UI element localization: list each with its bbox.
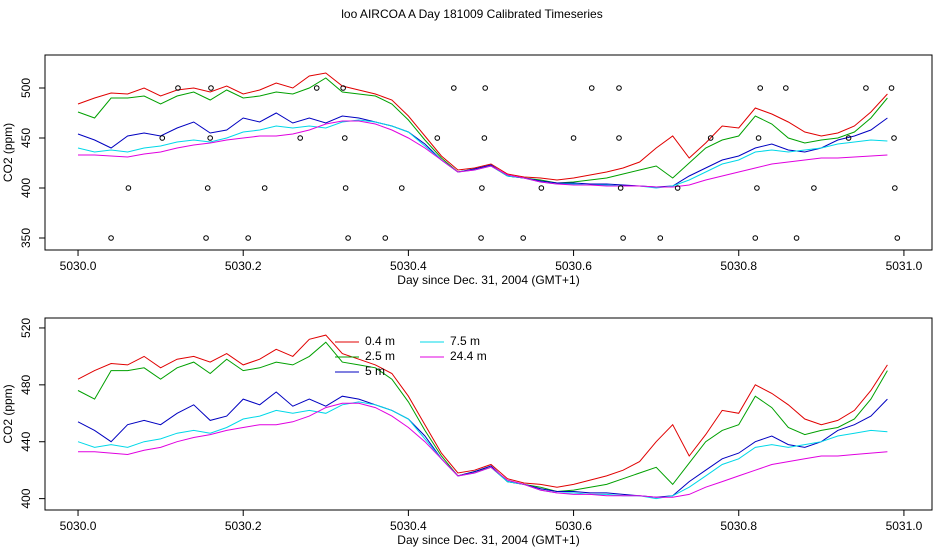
x-tick-label: 5030.4 <box>390 259 427 273</box>
x-tick-label: 5030.8 <box>720 519 757 533</box>
x-tick-label: 5030.2 <box>225 259 262 273</box>
marker-point <box>793 235 800 241</box>
series-line <box>77 72 888 181</box>
marker-point <box>341 135 348 141</box>
marker-point <box>891 135 897 141</box>
legend-label: 24.4 m <box>450 349 487 363</box>
marker-point <box>570 135 577 141</box>
marker-point <box>382 235 389 241</box>
marker-point <box>313 85 320 91</box>
series-line <box>77 119 888 189</box>
marker-point <box>261 185 268 191</box>
series-line <box>77 112 888 188</box>
series-line <box>77 401 888 500</box>
x-tick-label: 5030.0 <box>60 519 97 533</box>
marker-point <box>398 185 405 191</box>
y-tick-label: 400 <box>19 178 33 198</box>
marker-point <box>208 85 214 91</box>
marker-point <box>588 85 595 91</box>
marker-point <box>617 185 624 191</box>
marker-point <box>620 235 626 241</box>
marker-point <box>657 235 664 241</box>
marker-point <box>757 85 764 91</box>
legend-label: 0.4 m <box>365 334 395 348</box>
marker-point <box>674 185 681 191</box>
marker-point <box>340 85 346 91</box>
marker-point <box>754 185 760 191</box>
marker-point <box>203 235 209 241</box>
plot-frame <box>44 54 933 251</box>
x-tick-label: 5030.6 <box>555 519 592 533</box>
legend-label: 5 m <box>365 364 385 378</box>
y-tick-label: 400 <box>19 488 33 508</box>
x-tick-label: 5030.4 <box>390 519 427 533</box>
marker-point <box>616 135 622 141</box>
marker-point <box>482 85 488 91</box>
marker-point <box>204 185 211 191</box>
marker-point <box>175 85 181 91</box>
marker-point <box>245 235 251 241</box>
y-tick-label: 450 <box>19 128 33 148</box>
series-line <box>77 334 888 488</box>
marker-point <box>863 85 869 91</box>
marker-point <box>755 135 762 141</box>
y-tick-label: 350 <box>19 228 33 248</box>
y-tick-label: 440 <box>19 431 33 451</box>
y-tick-label: 480 <box>19 375 33 395</box>
x-axis-label: Day since Dec. 31, 2004 (GMT+1) <box>397 533 579 547</box>
marker-point <box>520 235 526 241</box>
x-tick-label: 5031.0 <box>886 519 923 533</box>
marker-point <box>342 185 349 191</box>
y-tick-label: 520 <box>19 318 33 338</box>
marker-point <box>707 135 714 141</box>
plot-frame <box>44 317 933 511</box>
x-tick-label: 5030.2 <box>225 519 262 533</box>
marker-point <box>125 185 132 191</box>
marker-point <box>888 85 895 91</box>
x-tick-label: 5030.8 <box>720 259 757 273</box>
marker-point <box>159 135 166 141</box>
x-tick-label: 5030.0 <box>60 259 97 273</box>
marker-point <box>538 185 545 191</box>
marker-point <box>845 135 852 141</box>
series-line <box>77 341 888 493</box>
series-line <box>78 402 888 498</box>
series-line <box>77 391 888 498</box>
marker-point <box>207 135 213 141</box>
marker-point <box>892 185 898 191</box>
marker-point <box>451 85 457 91</box>
marker-point <box>345 235 351 241</box>
x-axis-label: Day since Dec. 31, 2004 (GMT+1) <box>397 273 579 287</box>
x-tick-label: 5030.6 <box>555 259 592 273</box>
legend-label: 7.5 m <box>450 334 480 348</box>
y-tick-label: 500 <box>19 78 33 98</box>
y-axis-label: CO2 (ppm) <box>1 384 15 443</box>
series-line <box>78 120 888 188</box>
marker-point <box>481 135 488 141</box>
marker-point <box>752 235 759 241</box>
marker-point <box>297 135 303 141</box>
marker-point <box>894 235 901 241</box>
marker-point <box>783 85 789 91</box>
marker-point <box>108 235 114 241</box>
legend-label: 2.5 m <box>365 349 395 363</box>
marker-point <box>616 85 622 91</box>
marker-point <box>434 135 441 141</box>
marker-point <box>811 185 817 191</box>
marker-point <box>478 235 484 241</box>
y-axis-label: CO2 (ppm) <box>1 123 15 182</box>
marker-point <box>479 185 485 191</box>
x-tick-label: 5031.0 <box>886 259 923 273</box>
chart-title: loo AIRCOA A Day 181009 Calibrated Times… <box>341 7 602 21</box>
